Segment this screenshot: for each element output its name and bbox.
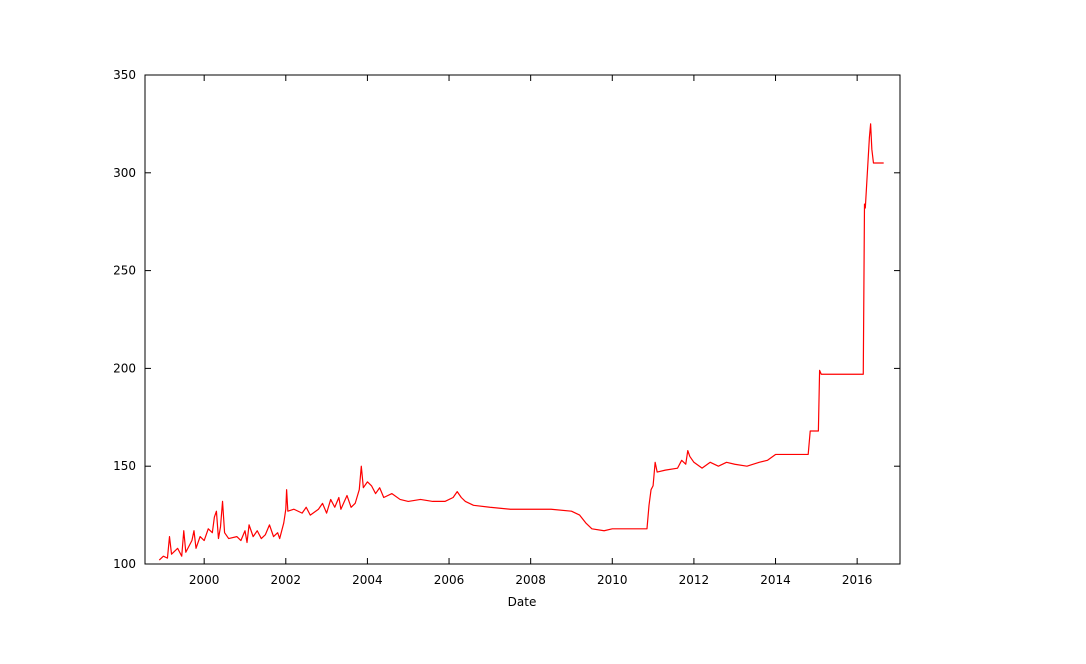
plot-frame — [144, 74, 901, 565]
x-tick-label: 2016 — [842, 573, 873, 587]
y-tick-label: 100 — [113, 557, 136, 571]
y-tick-label: 350 — [113, 68, 136, 82]
x-tick-label: 2004 — [352, 573, 383, 587]
x-axis-label: Date — [508, 595, 537, 609]
x-tick-label: 2002 — [271, 573, 302, 587]
x-tick-label: 2014 — [760, 573, 791, 587]
x-tick-label: 2000 — [189, 573, 220, 587]
y-tick-label: 200 — [113, 361, 136, 375]
y-tick-label: 150 — [113, 459, 136, 473]
y-tick-label: 250 — [113, 264, 136, 278]
x-tick-label: 2006 — [434, 573, 465, 587]
x-tick-label: 2008 — [515, 573, 546, 587]
x-tick-label: 2012 — [679, 573, 710, 587]
data-line — [158, 123, 884, 561]
y-tick-label: 300 — [113, 166, 136, 180]
x-tick-label: 2010 — [597, 573, 628, 587]
